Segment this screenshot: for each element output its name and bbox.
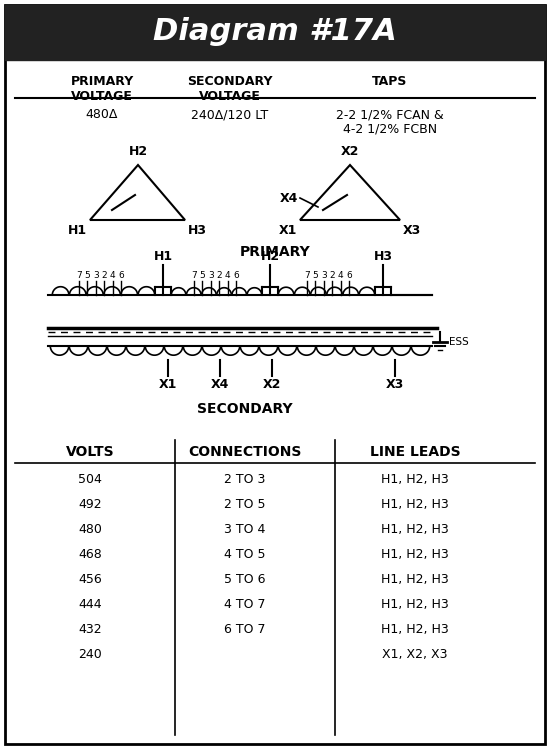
Text: SECONDARY
VOLTAGE: SECONDARY VOLTAGE	[187, 75, 273, 103]
Text: CONNECTIONS: CONNECTIONS	[188, 445, 302, 459]
Text: 432: 432	[78, 623, 102, 636]
Text: H1, H2, H3: H1, H2, H3	[381, 473, 449, 486]
Text: 444: 444	[78, 598, 102, 611]
Text: 4: 4	[225, 271, 230, 280]
Text: 4: 4	[338, 271, 344, 280]
Text: 7: 7	[76, 271, 81, 280]
Text: X3: X3	[403, 224, 421, 237]
Text: H1, H2, H3: H1, H2, H3	[381, 573, 449, 586]
Text: 456: 456	[78, 573, 102, 586]
Text: H1, H2, H3: H1, H2, H3	[381, 498, 449, 511]
Text: 2-2 1/2% FCAN &
4-2 1/2% FCBN: 2-2 1/2% FCAN & 4-2 1/2% FCBN	[336, 108, 444, 136]
Text: 7: 7	[191, 271, 197, 280]
Text: 2: 2	[101, 271, 107, 280]
Text: 504: 504	[78, 473, 102, 486]
Text: 2 TO 3: 2 TO 3	[224, 473, 266, 486]
Text: 3 TO 4: 3 TO 4	[224, 523, 266, 536]
Text: H1, H2, H3: H1, H2, H3	[381, 523, 449, 536]
Text: 468: 468	[78, 548, 102, 561]
Text: PRIMARY
VOLTAGE: PRIMARY VOLTAGE	[70, 75, 134, 103]
Text: Diagram #17A: Diagram #17A	[153, 17, 397, 46]
Text: X2: X2	[263, 378, 281, 391]
Text: X1: X1	[279, 224, 297, 237]
Text: 6 TO 7: 6 TO 7	[224, 623, 266, 636]
Text: X4: X4	[211, 378, 229, 391]
Text: X4: X4	[279, 192, 298, 204]
Text: 4 TO 7: 4 TO 7	[224, 598, 266, 611]
Text: 3: 3	[93, 271, 98, 280]
Text: 6: 6	[118, 271, 124, 280]
Text: 480Δ: 480Δ	[86, 108, 118, 121]
Text: H1: H1	[153, 250, 173, 263]
Text: H3: H3	[188, 224, 207, 237]
Text: 6: 6	[346, 271, 352, 280]
Text: X3: X3	[386, 378, 404, 391]
Text: X1: X1	[159, 378, 177, 391]
Text: H2: H2	[129, 145, 147, 158]
Text: 480: 480	[78, 523, 102, 536]
Text: 240Δ/120 LT: 240Δ/120 LT	[191, 108, 268, 121]
Text: ESS: ESS	[449, 337, 469, 347]
Text: 6: 6	[233, 271, 239, 280]
Text: H1: H1	[68, 224, 87, 237]
Text: H3: H3	[373, 250, 393, 263]
Text: H1, H2, H3: H1, H2, H3	[381, 623, 449, 636]
Text: LINE LEADS: LINE LEADS	[370, 445, 460, 459]
Text: H1, H2, H3: H1, H2, H3	[381, 598, 449, 611]
Text: 3: 3	[321, 271, 327, 280]
Text: 5 TO 6: 5 TO 6	[224, 573, 266, 586]
Text: 240: 240	[78, 648, 102, 661]
Bar	[5, 5, 545, 60]
Text: 5: 5	[312, 271, 318, 280]
Text: 2: 2	[217, 271, 222, 280]
Text: 492: 492	[78, 498, 102, 511]
Text: H2: H2	[261, 250, 279, 263]
Text: TAPS: TAPS	[372, 75, 408, 88]
Text: 2 TO 5: 2 TO 5	[224, 498, 266, 511]
Text: 4: 4	[110, 271, 115, 280]
Text: 3: 3	[208, 271, 213, 280]
Text: H1, H2, H3: H1, H2, H3	[381, 548, 449, 561]
Text: 7: 7	[304, 271, 310, 280]
Text: 4 TO 5: 4 TO 5	[224, 548, 266, 561]
Text: SECONDARY: SECONDARY	[197, 402, 293, 416]
FancyBboxPatch shape	[5, 5, 545, 744]
Text: X1, X2, X3: X1, X2, X3	[382, 648, 448, 661]
Text: 2: 2	[329, 271, 335, 280]
Text: 5: 5	[84, 271, 90, 280]
Text: PRIMARY: PRIMARY	[240, 245, 310, 259]
Text: 5: 5	[199, 271, 205, 280]
Text: X2: X2	[341, 145, 359, 158]
Text: VOLTS: VOLTS	[65, 445, 114, 459]
